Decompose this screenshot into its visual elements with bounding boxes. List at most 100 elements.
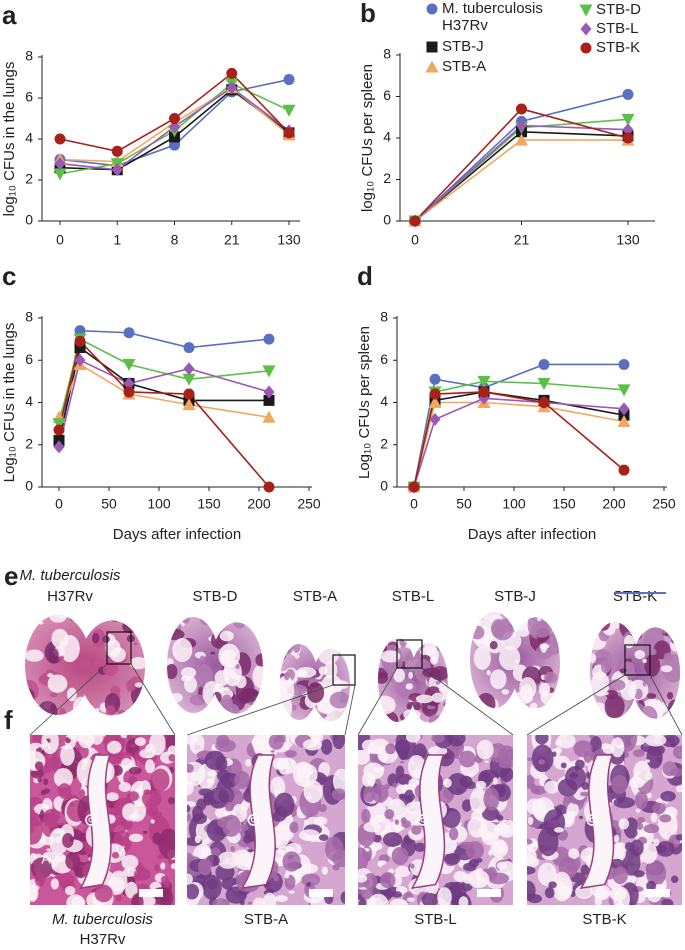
- tissue-blob: [127, 791, 140, 802]
- marker: [622, 132, 634, 144]
- legend-label: STB-K: [596, 39, 641, 56]
- strain-label: STB-D: [193, 588, 238, 605]
- tissue-blob: [217, 851, 239, 869]
- tissue-blob: [469, 788, 488, 814]
- tissue-blob: [72, 696, 90, 716]
- tissue-blob: [170, 863, 175, 870]
- marker: [262, 410, 276, 423]
- tissue-blob: [613, 834, 620, 844]
- tissue-blob: [217, 769, 230, 783]
- legend-label: STB-L: [596, 20, 639, 37]
- tissue-blob: [650, 812, 658, 823]
- tissue-blob: [411, 825, 422, 835]
- tissue-blob: [527, 775, 535, 789]
- tissue-blob: [590, 653, 597, 664]
- tissue-blob: [633, 760, 651, 785]
- strain-label: STB-L: [414, 911, 457, 928]
- marker: [123, 327, 135, 339]
- zoom-line: [421, 667, 514, 736]
- tissue-blob: [53, 768, 73, 788]
- strain-label: H37Rv: [47, 588, 93, 605]
- tissue-blob: [116, 894, 122, 902]
- tissue-blob: [636, 822, 644, 831]
- x-tick-label: 200: [247, 496, 271, 512]
- marker: [478, 386, 490, 398]
- x-tick-label: 250: [297, 496, 321, 512]
- tissue-blob: [384, 783, 390, 790]
- tissue-blob: [391, 846, 409, 866]
- zoom-box: [396, 639, 423, 669]
- tissue-blob: [408, 671, 414, 679]
- tissue-blob: [527, 848, 537, 864]
- legend-label: M. tuberculosis H37Rv: [442, 0, 543, 34]
- tissue-blob: [212, 691, 222, 703]
- tissue-blob: [659, 814, 672, 823]
- tissue-blob: [612, 866, 628, 885]
- marker: [283, 74, 295, 86]
- tissue-blob: [384, 808, 395, 820]
- panel-letter: f: [4, 705, 13, 735]
- tissue-blob: [274, 895, 288, 903]
- tissue-blob: [555, 746, 563, 754]
- tissue-blob: [245, 758, 252, 767]
- tissue-blob: [110, 685, 121, 696]
- x-tick-label: 250: [652, 496, 676, 512]
- tissue-blob: [489, 641, 498, 650]
- tissue-blob: [47, 674, 68, 693]
- y-tick-label: 4: [25, 393, 33, 409]
- marker: [622, 88, 634, 100]
- tissue-blob: [675, 834, 682, 841]
- marker: [182, 398, 196, 411]
- tissue-blob: [117, 709, 126, 716]
- tissue-blob: [235, 663, 240, 669]
- zoom-line: [344, 684, 356, 736]
- tissue-blob: [377, 860, 383, 868]
- marker: [622, 123, 634, 137]
- tissue-blob: [447, 735, 466, 747]
- x-tick-label: 21: [514, 232, 530, 248]
- tissue-blob: [234, 770, 250, 789]
- x-tick-label: 50: [101, 496, 117, 512]
- tissue-blob: [379, 872, 396, 889]
- tissue-blob: [514, 659, 520, 664]
- tissue-blob: [575, 884, 594, 899]
- tissue-blob: [642, 680, 647, 687]
- tissue-blob: [475, 780, 487, 790]
- marker: [282, 104, 296, 117]
- marker-symbol: [250, 817, 256, 823]
- marker: [183, 362, 195, 376]
- tissue-blob: [443, 702, 448, 708]
- zoom-line: [130, 663, 176, 736]
- tissue-blob: [318, 666, 328, 675]
- tissue-blob: [230, 846, 235, 852]
- tissue-blob: [391, 891, 403, 898]
- tissue-blob: [644, 759, 651, 763]
- tissue-blob: [646, 745, 663, 769]
- y-axis-label: Log₁₀ CFUs in the lungs: [1, 323, 18, 483]
- tissue-blob: [361, 808, 371, 823]
- marker: [226, 81, 238, 95]
- marker: [428, 396, 442, 408]
- tissue-blob: [401, 820, 412, 828]
- tissue-blob: [611, 775, 628, 794]
- y-tick-label: 2: [383, 170, 391, 186]
- tissue-blob: [363, 821, 382, 833]
- tissue-blob: [491, 619, 505, 638]
- x-tick-label: 1: [113, 232, 121, 248]
- tissue-blob: [187, 804, 191, 813]
- tissue-blob: [656, 845, 667, 854]
- marker-symbol: [586, 814, 598, 826]
- tissue-blob: [415, 694, 434, 704]
- tissue-blob: [306, 881, 311, 887]
- series-line: [58, 339, 270, 488]
- marker: [617, 415, 631, 428]
- x-tick-label: 100: [502, 496, 526, 512]
- tissue-blob: [380, 650, 401, 663]
- tissue-blob: [410, 863, 415, 869]
- tissue-blob: [461, 799, 472, 812]
- tissue-blob: [223, 667, 232, 676]
- tissue-blob: [67, 735, 79, 740]
- tissue-blob: [593, 889, 610, 901]
- tissue-blob: [652, 622, 674, 634]
- tissue-blob: [443, 778, 452, 788]
